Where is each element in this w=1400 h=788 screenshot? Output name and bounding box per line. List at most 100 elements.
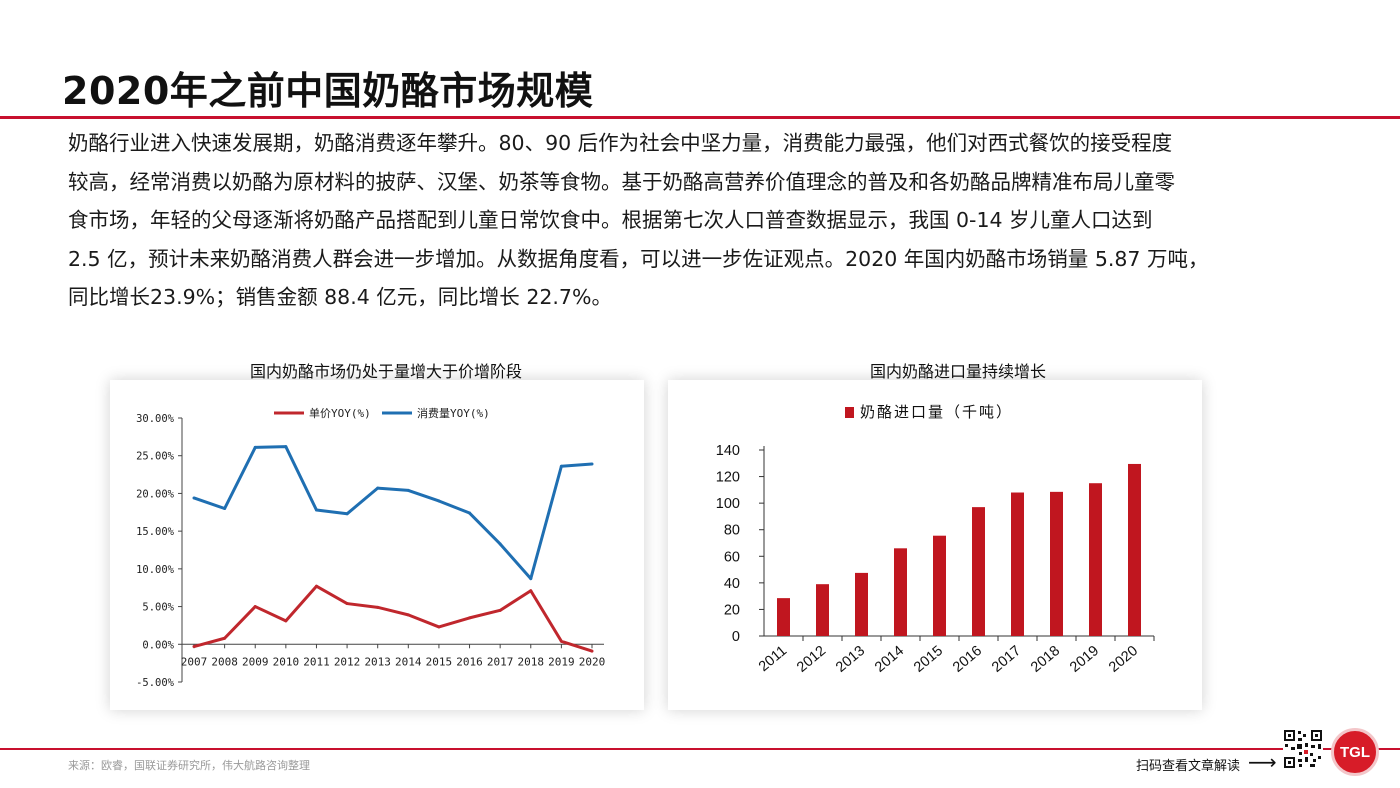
line-chart-panel: 30.00% 25.00% 20.00% 15.00% 10.00% 5.00% 0.00%… [110, 380, 644, 710]
bar [1089, 483, 1102, 636]
x-tick-label: 2012 [794, 643, 829, 676]
data-point [437, 499, 441, 503]
bar [933, 535, 946, 636]
x-tick-label: 2020 [1106, 643, 1141, 676]
bar-chart-title: 国内奶酪进口量持续增长 [870, 362, 1047, 381]
x-tick-label: 2015 [911, 643, 946, 676]
y-tick-label: 10.00% [136, 564, 175, 576]
x-tick-label: 2020 [579, 655, 606, 668]
x-tick-label: 2011 [303, 655, 330, 668]
data-point [192, 645, 196, 649]
data-point [376, 486, 380, 490]
x-tick-label: 2007 [181, 655, 208, 668]
data-point [253, 445, 257, 449]
data-point [498, 542, 502, 546]
page-title: 2020年之前中国奶酪市场规模 [62, 69, 594, 113]
x-tick-label: 2018 [1028, 643, 1063, 676]
data-point [590, 462, 594, 466]
data-point [253, 605, 257, 609]
data-point [590, 649, 594, 653]
x-tick-label: 2011 [756, 643, 790, 675]
y-tick-label: 40 [724, 576, 740, 592]
data-point [223, 507, 227, 511]
bar [777, 598, 790, 636]
y-tick-label: 15.00% [136, 526, 175, 538]
y-tick-label: 0 [732, 629, 740, 645]
x-tick-label: 2017 [989, 643, 1024, 676]
data-point [468, 616, 472, 620]
scan-prompt: 扫码查看文章解读 [1136, 759, 1241, 774]
legend-swatch [845, 407, 854, 418]
title-divider [0, 116, 1400, 119]
x-tick-label: 2008 [211, 655, 238, 668]
data-point [345, 512, 349, 516]
bar [894, 548, 907, 636]
data-point [406, 488, 410, 492]
bar [972, 507, 985, 636]
data-point [376, 605, 380, 609]
bar [1011, 492, 1024, 636]
paragraph-line: 奶酪行业进入快速发展期，奶酪消费逐年攀升。80、90 后作为社会中坚力量，消费能… [68, 131, 1173, 155]
y-tick-label: 120 [716, 470, 740, 486]
x-tick-label: 2010 [273, 655, 300, 668]
data-point [498, 608, 502, 612]
legend-label: 奶酪进口量（千吨） [860, 403, 1013, 421]
legend-label: 单价YOY(%) [309, 407, 371, 420]
y-tick-label: 30.00% [136, 413, 175, 425]
x-tick-label: 2013 [364, 655, 391, 668]
series-line [193, 445, 593, 581]
paragraph-line: 同比增长23.9%；销售金额 88.4 亿元，同比增长 22.7%。 [68, 285, 612, 309]
y-tick-label: 0.00% [142, 639, 174, 651]
y-tick-label: -5.00% [136, 677, 175, 689]
data-point [314, 508, 318, 512]
x-tick-label: 2009 [242, 655, 269, 668]
data-point [468, 511, 472, 515]
data-point [192, 496, 196, 500]
data-point [406, 613, 410, 617]
source-note: 来源：欧睿，国联证券研究所，伟大航路咨询整理 [68, 759, 310, 772]
x-tick-label: 2016 [950, 643, 985, 676]
y-tick-label: 100 [716, 496, 740, 512]
x-tick-label: 2016 [456, 655, 483, 668]
paragraph-line: 食市场，年轻的父母逐渐将奶酪产品搭配到儿童日常饮食中。根据第七次人口普查数据显示… [68, 208, 1153, 232]
paragraph-line: 2.5 亿，预计未来奶酪消费人群会进一步增加。从数据角度看，可以进一步佐证观点。… [68, 246, 1209, 271]
y-tick-label: 80 [724, 523, 740, 539]
data-point [529, 589, 533, 593]
legend-label: 消费量YOY(%) [417, 406, 490, 420]
footer-divider [0, 748, 1400, 750]
bar-chart-panel: 0 20 40 60 80 100 120 140 2011 2012 2013 2014 2015 20… [668, 380, 1202, 710]
x-tick-label: 2019 [548, 655, 575, 668]
data-point [345, 602, 349, 606]
arrow-icon: ⟶ [1248, 750, 1277, 774]
x-tick-label: 2018 [518, 655, 545, 668]
y-tick-label: 140 [716, 443, 740, 459]
y-tick-label: 20.00% [136, 488, 175, 500]
y-tick-label: 25.00% [136, 451, 175, 463]
y-tick-label: 5.00% [142, 602, 174, 614]
x-tick-label: 2014 [395, 655, 422, 668]
bar [1050, 491, 1063, 636]
intro-paragraph: 奶酪行业进入快速发展期，奶酪消费逐年攀升。80、90 后作为社会中坚力量，消费能… [68, 124, 1358, 317]
data-point [223, 636, 227, 640]
data-point [437, 625, 441, 629]
y-tick-label: 20 [724, 602, 740, 618]
bar [816, 584, 829, 636]
line-chart: 30.00% 25.00% 20.00% 15.00% 10.00% 5.00% 0.00%… [136, 406, 606, 689]
x-tick-label: 2014 [872, 643, 907, 676]
x-tick-label: 2019 [1067, 643, 1102, 676]
x-tick-label: 2013 [833, 643, 868, 676]
y-tick-label: 60 [724, 549, 740, 565]
data-point [284, 619, 288, 623]
x-tick-label: 2015 [426, 655, 453, 668]
data-point [284, 445, 288, 449]
paragraph-line: 较高，经常消费以奶酪为原材料的披萨、汉堡、奶茶等食物。基于奶酪高营养价值理念的普… [68, 169, 1175, 194]
qr-code-icon[interactable] [1283, 729, 1323, 769]
x-tick-label: 2012 [334, 655, 361, 668]
data-point [529, 577, 533, 581]
x-tick-label: 2017 [487, 655, 513, 668]
series-line [193, 584, 593, 653]
bar [1128, 463, 1141, 636]
data-point [314, 584, 318, 588]
line-chart-title: 国内奶酪市场仍处于量增大于价增阶段 [250, 362, 523, 381]
